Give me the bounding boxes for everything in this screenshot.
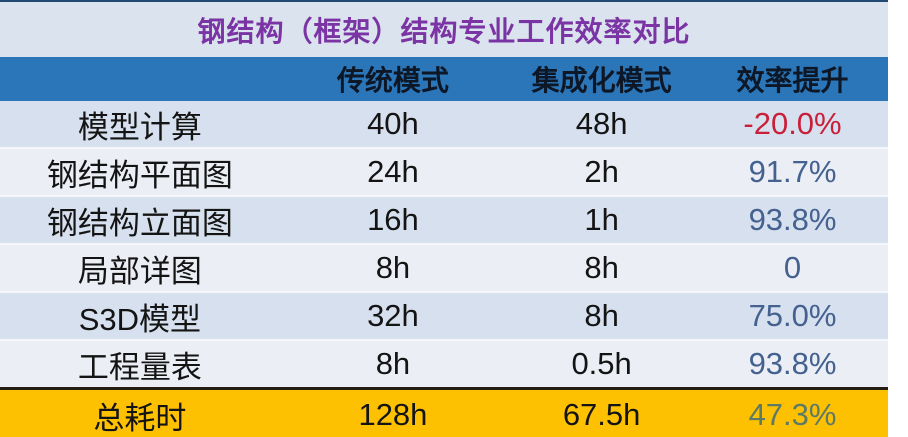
traditional-hours: 8h [375, 250, 411, 285]
header-cell-efficiency: 效率提升 [736, 65, 849, 96]
total-traditional-hours: 128h [358, 397, 428, 432]
efficiency-value: -20.0% [743, 106, 842, 141]
table-row: 钢结构立面图 16h 1h 93.8% [0, 197, 888, 245]
task-label: 局部详图 [77, 253, 202, 289]
integrated-hours: 8h [584, 298, 619, 333]
efficiency-value: 0 [783, 250, 802, 285]
task-label: 钢结构立面图 [46, 205, 233, 241]
efficiency-value: 93.8% [748, 346, 837, 381]
header-cell-task [0, 57, 280, 101]
efficiency-value: 93.8% [748, 202, 837, 237]
traditional-hours: 8h [375, 346, 411, 381]
task-label: 模型计算 [77, 109, 202, 145]
table-row: 钢结构平面图 24h 2h 91.7% [0, 149, 888, 197]
traditional-hours: 16h [367, 202, 419, 237]
table-title: 钢结构（框架）结构专业工作效率对比 [0, 2, 888, 57]
integrated-hours: 0.5h [571, 346, 632, 381]
integrated-hours: 1h [584, 202, 619, 237]
efficiency-value: 75.0% [748, 298, 837, 333]
table-row: 局部详图 8h 8h 0 [0, 245, 888, 293]
integrated-hours: 2h [584, 154, 619, 189]
table-header-row: 传统模式 集成化模式 效率提升 [0, 57, 888, 101]
table-row: 模型计算 40h 48h -20.0% [0, 101, 888, 149]
task-label: 工程量表 [77, 349, 202, 385]
comparison-table: 钢结构（框架）结构专业工作效率对比 传统模式 集成化模式 效率提升 模型计算 4… [0, 0, 888, 437]
task-label: 钢结构平面图 [46, 157, 233, 193]
task-label: S3D模型 [78, 301, 202, 337]
total-row: 总耗时 128h 67.5h 47.3% [0, 387, 888, 437]
table-body: 模型计算 40h 48h -20.0% 钢结构平面图 24h 2h 91.7% … [0, 101, 888, 387]
total-efficiency-value: 47.3% [748, 397, 837, 432]
traditional-hours: 24h [367, 154, 419, 189]
integrated-hours: 48h [575, 106, 628, 141]
efficiency-value: 91.7% [748, 154, 837, 189]
traditional-hours: 40h [367, 106, 419, 141]
table-row: 工程量表 8h 0.5h 93.8% [0, 341, 888, 387]
total-integrated-hours: 67.5h [562, 397, 641, 432]
table-row: S3D模型 32h 8h 75.0% [0, 293, 888, 341]
header-cell-traditional: 传统模式 [336, 65, 449, 96]
total-label: 总耗时 [93, 400, 187, 436]
integrated-hours: 8h [584, 250, 619, 285]
traditional-hours: 32h [367, 298, 419, 333]
header-cell-integrated: 集成化模式 [531, 65, 672, 96]
